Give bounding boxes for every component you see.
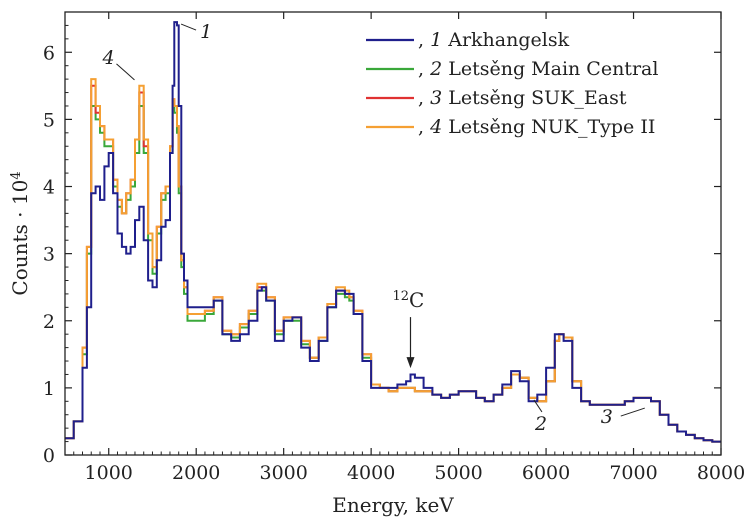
legend-entry-3: , 3 Letsěng SUK_East	[418, 87, 627, 109]
series-layer	[65, 21, 721, 443]
legend-entry-4: , 4 Letsěng NUK_Type II	[418, 116, 655, 138]
plot-frame	[64, 11, 722, 456]
annotations: 1 4 2 3 12C	[101, 21, 645, 435]
annotation-label-1: 1	[200, 21, 212, 43]
y-tick-label: 0	[43, 445, 55, 467]
x-tick-label: 6000	[522, 462, 570, 484]
annotation-label-2: 2	[534, 413, 547, 435]
y-axis-ticks: 0 1 2 3 4 5 6	[43, 24, 721, 467]
x-axis-ticks: 1000 2000 3000 4000 5000 6000 7000 8000	[73, 12, 745, 484]
annotation-label-3: 3	[601, 406, 613, 428]
x-tick-label: 1000	[85, 462, 133, 484]
annotation-arrowhead-12c	[406, 357, 415, 369]
legend: , 1 Arkhangelsk , 2 Letsěng Main Central,…	[366, 29, 658, 138]
y-axis-label-text: Counts · 10	[8, 180, 32, 296]
annotation-leader-1	[180, 23, 197, 31]
y-axis-label-exponent: 4	[9, 171, 24, 179]
y-tick-label: 3	[43, 244, 55, 266]
x-tick-label: 5000	[434, 462, 482, 484]
annotation-label-4: 4	[101, 47, 114, 69]
y-axis-label: Counts · 104	[8, 171, 32, 295]
y-tick-label: 5	[43, 109, 55, 131]
y-tick-label: 1	[43, 378, 55, 400]
y-tick-label: 2	[43, 311, 55, 333]
y-tick-label: 6	[43, 42, 55, 64]
x-axis-label: Energy, keV	[332, 493, 454, 517]
annotation-leader-4	[116, 63, 135, 81]
annotation-leader-3	[620, 407, 645, 417]
annotation-leader-2	[533, 399, 543, 413]
x-tick-label: 7000	[609, 462, 657, 484]
series-line-1	[65, 21, 721, 443]
x-tick-label: 8000	[697, 462, 745, 484]
y-tick-label: 4	[43, 177, 55, 199]
annotation-label-12c: 12C	[392, 288, 424, 312]
x-tick-label: 3000	[259, 462, 307, 484]
x-tick-label: 4000	[347, 462, 395, 484]
legend-entry-2: , 2 Letsěng Main Central	[418, 58, 658, 80]
legend-entry-1: , 1 Arkhangelsk	[418, 29, 570, 51]
x-tick-label: 2000	[172, 462, 220, 484]
